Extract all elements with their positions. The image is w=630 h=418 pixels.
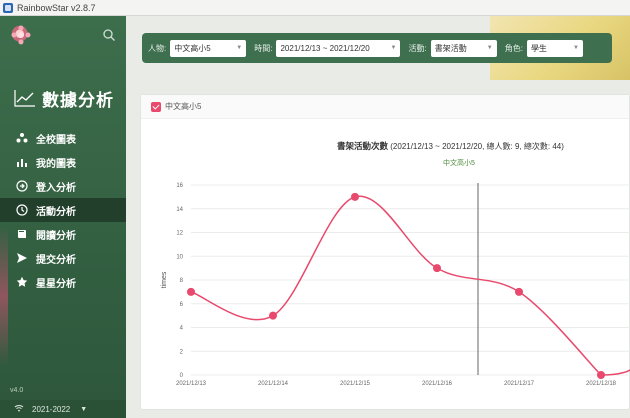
y-tick-label: 4 [180,326,184,332]
role-select-value: 學生 [530,43,547,53]
app-icon [3,2,13,13]
chart-subtitle: 中文高小5 [443,160,475,167]
sidebar-item-reading-analysis[interactable]: 閱讀分析 [0,222,126,246]
sidebar: 數據分析 全校圖表 我的圖表 登入分析 活動分析 [0,16,126,418]
chevron-down-icon: ▼ [390,45,397,51]
chart-title-main: 書架活動次數 [337,141,389,151]
sidebar-item-activity-analysis[interactable]: 活動分析 [0,198,126,222]
x-tick-label: 2021/12/14 [258,381,289,387]
y-tick-label: 2 [180,349,184,355]
y-tick-label: 16 [176,183,183,189]
sidebar-item-label: 全校圖表 [36,134,76,146]
sidebar-item-label: 登入分析 [36,182,76,194]
year-selector-value: 2021-2022 [32,404,71,414]
chart-title-detail: (2021/12/13 ~ 2021/12/20, 總人數: 9, 總次數: 4… [390,142,564,151]
school-chart-icon [16,132,28,144]
y-axis-label: times [161,271,168,288]
data-point [351,192,359,201]
role-filter-label: 角色: [504,43,523,53]
sidebar-item-label: 我的圖表 [36,158,76,170]
data-point [187,287,195,296]
activity-filter-label: 活動: [408,43,427,53]
person-select[interactable]: 中文高小5 ▼ [170,39,247,57]
data-point [515,287,523,296]
y-tick-label: 10 [176,254,183,260]
version-label: v4.0 [10,387,24,394]
time-filter-label: 時間: [254,43,273,53]
card-title: 中文高小5 [165,102,202,111]
chevron-down-icon: ▼ [80,405,88,413]
send-icon [16,252,28,264]
y-tick-label: 8 [180,278,184,284]
line-chart-icon [14,89,36,107]
filter-bar: 人物: 中文高小5 ▼ 時間: 2021/12/13 ~ 2021/12/20 … [142,33,612,63]
y-tick-label: 12 [176,231,183,237]
data-point [269,311,277,320]
decorative-accent [0,226,8,366]
sidebar-item-submission-analysis[interactable]: 提交分析 [0,246,126,270]
chevron-down-icon: ▼ [236,45,243,51]
sidebar-item-label: 星星分析 [36,278,76,290]
login-icon [16,180,28,192]
data-point [597,371,605,379]
person-select-value: 中文高小5 [174,43,211,53]
y-tick-label: 14 [176,207,183,213]
sidebar-nav: 全校圖表 我的圖表 登入分析 活動分析 閱讀分析 [0,126,126,294]
window-titlebar[interactable]: RainbowStar v2.8.7 [0,0,630,16]
sidebar-item-my-charts[interactable]: 我的圖表 [0,150,126,174]
window-title: RainbowStar v2.8.7 [17,2,96,13]
class-checkbox[interactable] [151,101,161,112]
card-header: 中文高小5 [141,95,629,119]
clock-icon [16,204,28,216]
x-tick-label: 2021/12/13 [176,381,207,387]
activity-select[interactable]: 書架活動 ▼ [430,39,497,57]
sidebar-item-star-analysis[interactable]: 星星分析 [0,270,126,294]
series-line [190,195,630,376]
chart-card: 中文高小5 書架活動次數 (2021/12/13 ~ 2021/12/20, 總… [140,94,630,410]
x-tick-label: 2021/12/17 [504,381,535,387]
wifi-icon [14,404,24,414]
sidebar-item-label: 活動分析 [36,206,76,218]
chart-title: 書架活動次數 (2021/12/13 ~ 2021/12/20, 總人數: 9,… [337,140,564,152]
sidebar-item-label: 提交分析 [36,254,76,266]
chevron-down-icon: ▼ [572,45,579,51]
chevron-down-icon: ▼ [486,45,493,51]
y-tick-label: 0 [180,373,184,379]
year-selector[interactable]: 2021-2022 ▼ [0,400,126,418]
person-filter-label: 人物: [148,43,167,53]
data-point [433,264,441,273]
sidebar-item-label: 閱讀分析 [36,230,76,242]
sidebar-top [0,16,126,54]
star-icon [16,276,28,288]
sidebar-item-login-analysis[interactable]: 登入分析 [0,174,126,198]
line-chart[interactable]: 0 2 4 6 8 10 12 14 16 2021/12/13 2021/12/14 2021/12… [141,95,630,411]
activity-select-value: 書架活動 [434,43,467,53]
brand-title: 數據分析 [42,90,114,110]
brand-row: 數據分析 [0,72,126,124]
y-tick-label: 6 [180,302,184,308]
book-icon [16,228,28,240]
x-tick-label: 2021/12/18 [586,381,617,387]
date-range-select[interactable]: 2021/12/13 ~ 2021/12/20 ▼ [276,39,401,57]
app-logo [8,22,34,48]
search-icon[interactable] [102,28,116,42]
role-select[interactable]: 學生 ▼ [526,39,583,57]
x-tick-label: 2021/12/16 [422,381,453,387]
sidebar-item-school-charts[interactable]: 全校圖表 [0,126,126,150]
bar-chart-icon [16,156,28,168]
date-range-value: 2021/12/13 ~ 2021/12/20 [280,43,370,53]
x-tick-label: 2021/12/15 [340,381,371,387]
